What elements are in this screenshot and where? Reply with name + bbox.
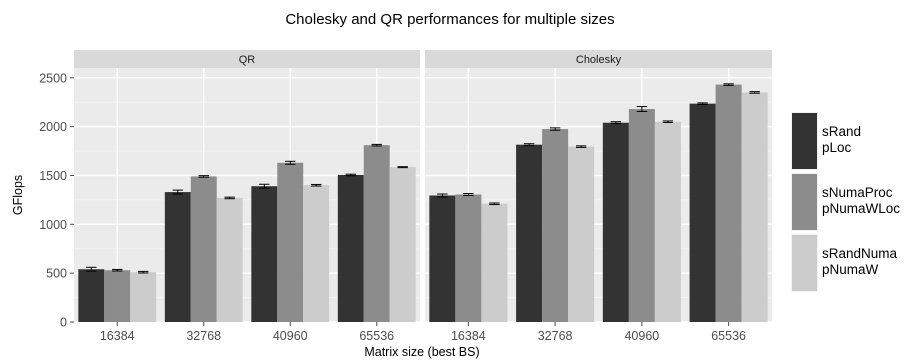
bar-cholesky-40960-series2 <box>628 109 655 323</box>
y-axis-title: GFlops <box>11 175 25 215</box>
bar-cholesky-40960-series1 <box>602 122 629 322</box>
facet-cholesky: Cholesky 16384 32768 40960 65536 <box>425 50 772 343</box>
x-tick-label: 32768 <box>186 329 221 343</box>
y-tick-label: 2000 <box>39 120 67 134</box>
bar-cholesky-32768-series2 <box>542 129 569 322</box>
bar-qr-32768-series1 <box>164 192 191 322</box>
facet-label: Cholesky <box>576 54 622 66</box>
bar-cholesky-16384-series3 <box>481 203 508 322</box>
bar-qr-16384-series3 <box>130 272 157 322</box>
bar-qr-16384-series2 <box>104 270 131 322</box>
bar-qr-16384-series1 <box>78 269 105 322</box>
y-tick-label: 1000 <box>39 218 67 232</box>
bar-cholesky-16384-series2 <box>455 194 482 322</box>
x-tick-label: 40960 <box>624 329 659 343</box>
bar-qr-40960-series2 <box>277 162 304 322</box>
facet-strip <box>74 50 420 68</box>
bar-qr-32768-series3 <box>216 197 243 322</box>
y-tick-label: 500 <box>46 267 67 281</box>
x-axis-title: Matrix size (best BS) <box>364 345 479 359</box>
bar-cholesky-16384-series1 <box>429 195 456 322</box>
legend-label: pNumaWLoc <box>822 201 900 216</box>
legend-label: pLoc <box>822 140 852 155</box>
bar-cholesky-65536-series3 <box>741 92 768 322</box>
legend-key-swatch <box>792 113 817 169</box>
bar-qr-65536-series2 <box>363 145 390 322</box>
bar-qr-65536-series3 <box>389 167 416 322</box>
chart-title: Cholesky and QR performances for multipl… <box>285 11 614 28</box>
facet-qr: QR 16384 32768 40960 65536 <box>74 50 420 343</box>
x-tick-label: 65536 <box>711 329 746 343</box>
legend-label: sRand <box>822 124 861 139</box>
bar-qr-40960-series3 <box>303 185 330 322</box>
facet-strip <box>425 50 772 68</box>
y-tick-label: 1500 <box>39 169 67 183</box>
bar-cholesky-40960-series3 <box>654 121 681 322</box>
x-tick-label: 32768 <box>538 329 573 343</box>
bar-cholesky-32768-series1 <box>516 144 543 322</box>
plot-area: QR 16384 32768 40960 65536 Cholesky 16384 32768… <box>39 50 772 343</box>
bar-qr-40960-series1 <box>251 186 278 322</box>
legend: sRandpLocsNumaProcpNumaWLocsRandNumapNum… <box>791 112 900 292</box>
facet-label: QR <box>239 54 256 66</box>
bar-cholesky-32768-series3 <box>568 146 595 322</box>
y-tick-label: 0 <box>60 316 67 330</box>
legend-label: sRandNuma <box>822 246 898 261</box>
bar-cholesky-65536-series2 <box>715 84 742 322</box>
legend-key-swatch <box>792 174 817 230</box>
legend-label: sNumaProc <box>822 185 893 200</box>
x-tick-label: 16384 <box>451 329 486 343</box>
legend-key-swatch <box>792 235 817 291</box>
x-tick-label: 40960 <box>273 329 308 343</box>
y-tick-label: 2500 <box>39 71 67 85</box>
y-axis: 0 500 1000 1500 2000 2500 <box>39 71 74 330</box>
bar-qr-32768-series2 <box>190 176 217 322</box>
x-tick-label: 16384 <box>100 329 135 343</box>
legend-label: pNumaW <box>822 262 879 277</box>
bar-qr-65536-series1 <box>337 174 364 322</box>
bar-cholesky-65536-series1 <box>689 103 716 323</box>
x-tick-label: 65536 <box>359 329 394 343</box>
